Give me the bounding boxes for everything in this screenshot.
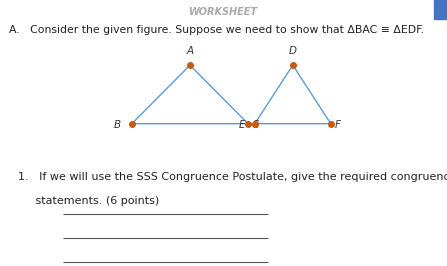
Text: statements. (6 points): statements. (6 points) xyxy=(18,196,159,206)
Text: E: E xyxy=(238,120,245,130)
Text: A: A xyxy=(186,46,194,56)
Text: F: F xyxy=(334,120,340,130)
Text: WORKSHEET: WORKSHEET xyxy=(189,7,258,17)
Bar xyxy=(434,0,447,19)
Text: 1.   If we will use the SSS Congruence Postulate, give the required congruence: 1. If we will use the SSS Congruence Pos… xyxy=(18,172,447,182)
Text: C: C xyxy=(251,120,258,130)
Text: B: B xyxy=(114,120,121,130)
Text: D: D xyxy=(289,46,297,56)
Text: A.   Consider the given figure. Suppose we need to show that ΔBAC ≡ ΔEDF.: A. Consider the given figure. Suppose we… xyxy=(9,25,424,35)
